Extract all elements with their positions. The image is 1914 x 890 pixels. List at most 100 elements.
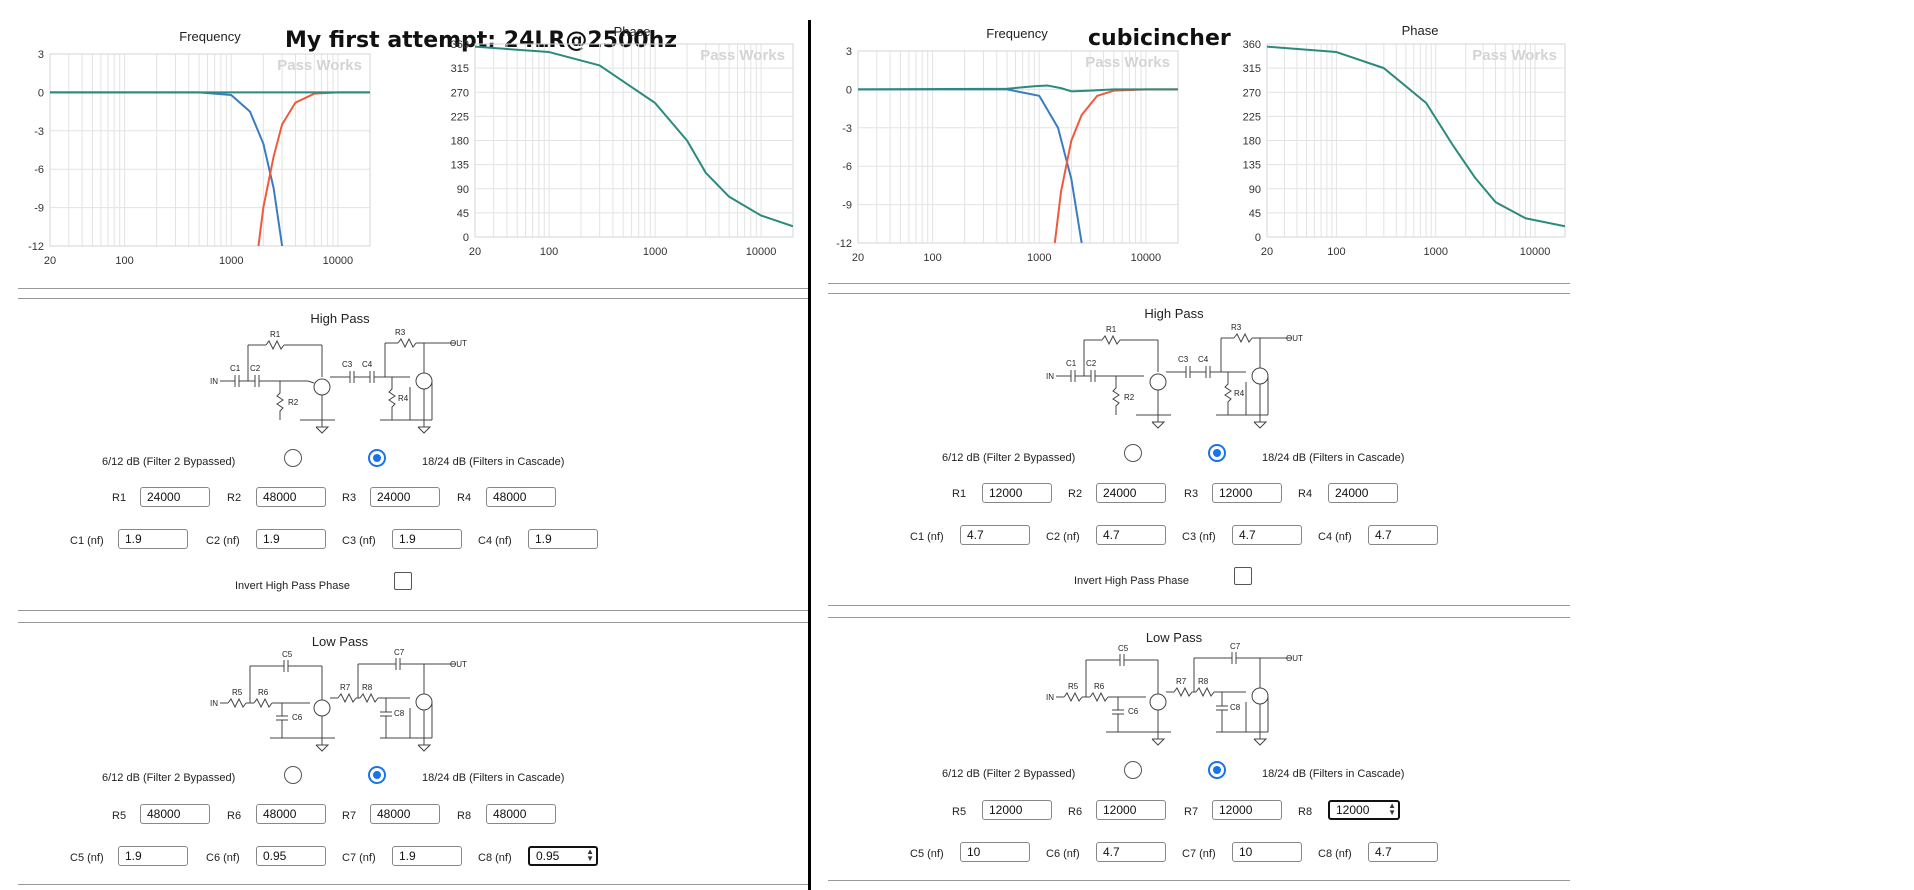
svg-text:C6: C6 (1128, 707, 1139, 716)
y-tick-label: 45 (1249, 208, 1261, 220)
right-c2-label: C2 (nf) (1046, 531, 1080, 543)
right-c6-input[interactable] (1096, 842, 1166, 862)
panel-divider (808, 20, 811, 890)
y-tick-label: -3 (842, 123, 852, 135)
svg-text:IN: IN (1046, 693, 1054, 702)
left-r7-label: R7 (342, 810, 357, 822)
left-r6-input[interactable] (256, 804, 326, 824)
left-c5-input[interactable] (118, 846, 188, 866)
plot-frame (49, 53, 371, 247)
svg-text:C2: C2 (250, 364, 261, 373)
svg-text:C5: C5 (1118, 644, 1129, 653)
series-line-0 (475, 45, 793, 228)
left-low-pass-schematic: IN R5 R6 C5 C6 R7 R8 C7 C8 OUT (210, 648, 467, 752)
y-tick-label: -6 (842, 161, 852, 173)
y-tick-label: 0 (463, 232, 469, 244)
left-c4-input[interactable] (528, 529, 598, 549)
right-hp-mode-b-radio[interactable] (1208, 444, 1226, 462)
y-tick-label: 270 (451, 87, 469, 99)
left-r4-input[interactable] (486, 487, 556, 507)
right-c8-label: C8 (nf) (1318, 848, 1352, 860)
right-phase-chart: 360 315 270 225 180 135 90 45 020 100 1000 10000 Pas… (1243, 40, 1566, 258)
y-tick-label: 360 (1243, 40, 1261, 51)
left-hp-mode-b-radio[interactable] (368, 449, 386, 467)
y-tick-label: -6 (34, 164, 44, 176)
right-lp-mode-b-radio[interactable] (1208, 761, 1226, 779)
left-c8-input[interactable] (528, 846, 598, 866)
right-r1-input[interactable] (982, 483, 1052, 503)
right-phase-title: Phase (1401, 23, 1439, 38)
left-lp-mode-b-radio[interactable] (368, 766, 386, 784)
right-c2-input[interactable] (1096, 525, 1166, 545)
svg-text:R6: R6 (258, 688, 269, 697)
spinner-arrows-icon[interactable]: ▲ ▼ (1388, 801, 1396, 817)
right-r8-spinbox[interactable]: ▲▼ (1328, 800, 1400, 820)
right-r8-input[interactable] (1328, 800, 1400, 820)
svg-text:IN: IN (210, 377, 218, 386)
right-c4-input[interactable] (1368, 525, 1438, 545)
right-invert-checkbox[interactable] (1234, 567, 1252, 585)
y-tick-label: -12 (836, 238, 852, 250)
right-hp-mode-a-radio[interactable] (1124, 444, 1142, 462)
y-tick-label: 360 (451, 40, 469, 51)
left-r8-input[interactable] (486, 804, 556, 824)
right-high-pass-schematic: IN C1 C2 R1 R2 C3 C4 R3 R4 OUT (1046, 323, 1303, 429)
plot-frame (1266, 43, 1566, 238)
grid-lines (49, 53, 371, 247)
right-c7-label: C7 (nf) (1182, 848, 1216, 860)
svg-text:R4: R4 (398, 394, 409, 403)
svg-text:R6: R6 (1094, 682, 1105, 691)
left-c3-input[interactable] (392, 529, 462, 549)
right-lp-mode-a-radio[interactable] (1124, 761, 1142, 779)
left-c4-label: C4 (nf) (478, 535, 512, 547)
x-tick-label: 10000 (1520, 246, 1551, 258)
left-c7-input[interactable] (392, 846, 462, 866)
right-c7-input[interactable] (1232, 842, 1302, 862)
y-tick-label: 0 (1255, 232, 1261, 244)
left-c8-spinbox[interactable]: ▲▼ (528, 846, 598, 866)
svg-text:IN: IN (1046, 372, 1054, 381)
right-r4-input[interactable] (1328, 483, 1398, 503)
svg-text:R8: R8 (1198, 677, 1209, 686)
right-c3-input[interactable] (1232, 525, 1302, 545)
left-phase-title: Phase (613, 24, 651, 39)
left-invert-checkbox[interactable] (394, 572, 412, 590)
svg-text:C8: C8 (394, 709, 405, 718)
left-c1-label: C1 (nf) (70, 535, 104, 547)
y-tick-label: 180 (451, 136, 469, 148)
right-r2-input[interactable] (1096, 483, 1166, 503)
left-r2-input[interactable] (256, 487, 326, 507)
left-c2-input[interactable] (256, 529, 326, 549)
right-r3-input[interactable] (1212, 483, 1282, 503)
left-hp-mode-a-radio[interactable] (284, 449, 302, 467)
svg-text:R1: R1 (1106, 325, 1117, 334)
left-r7-input[interactable] (370, 804, 440, 824)
right-page-title: cubicincher (1088, 26, 1231, 51)
right-c3-label: C3 (nf) (1182, 531, 1216, 543)
right-r6-input[interactable] (1096, 800, 1166, 820)
right-r6-label: R6 (1068, 806, 1083, 818)
left-c1-input[interactable] (118, 529, 188, 549)
left-r5-label: R5 (112, 810, 127, 822)
right-c5-input[interactable] (960, 842, 1030, 862)
left-r3-input[interactable] (370, 487, 440, 507)
left-high-pass-schematic: IN C1 C2 R1 R2 C3 C4 R3 R4 OUT (210, 328, 467, 434)
left-separator-5 (18, 884, 808, 885)
svg-text:C6: C6 (292, 713, 303, 722)
spinner-arrows-icon[interactable]: ▲ ▼ (586, 847, 594, 863)
right-c5-label: C5 (nf) (910, 848, 944, 860)
left-hp-mode-b-label: 18/24 dB (Filters in Cascade) (422, 456, 565, 468)
left-r5-input[interactable] (140, 804, 210, 824)
right-c1-input[interactable] (960, 525, 1030, 545)
left-r1-input[interactable] (140, 487, 210, 507)
right-r5-input[interactable] (982, 800, 1052, 820)
left-c6-input[interactable] (256, 846, 326, 866)
right-r7-input[interactable] (1212, 800, 1282, 820)
right-r3-label: R3 (1184, 488, 1199, 500)
left-lp-mode-a-radio[interactable] (284, 766, 302, 784)
right-c8-input[interactable] (1368, 842, 1438, 862)
svg-text:R3: R3 (1231, 323, 1242, 332)
x-tick-label: 1000 (643, 246, 667, 258)
